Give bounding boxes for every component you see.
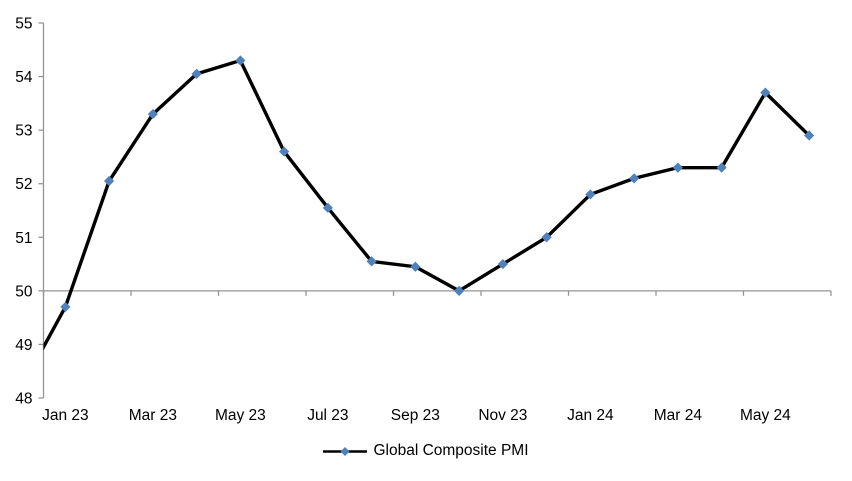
data-point-marker [147,108,158,120]
data-point-marker [454,285,465,296]
legend-line-marker-icon [323,446,368,456]
legend-label: Global Composite PMI [373,442,529,459]
legend: Global Composite PMI [0,438,852,464]
y-axis-tick-label: 51 [15,230,32,247]
y-axis-tick-label: 50 [15,283,33,300]
data-point-marker [585,189,596,200]
x-axis-tick-label: Jul 23 [307,407,348,424]
data-point-marker [366,256,377,267]
series-line [43,58,811,351]
data-point-marker [60,301,71,313]
y-axis-tick-label: 54 [15,69,33,86]
data-point-marker [629,173,640,184]
x-axis-tick-label: Mar 24 [654,407,703,424]
legend-diamond-icon [340,446,350,456]
x-axis-tick-label: Jan 23 [42,407,89,424]
data-point-marker [279,146,290,157]
x-axis-tick-label: Sep 23 [391,407,440,424]
data-point-marker [716,162,727,173]
data-point-marker [191,68,202,79]
data-point-marker [104,175,115,187]
data-point-marker [804,130,815,141]
x-axis-tick-label: May 23 [215,407,266,424]
x-axis-tick-label: May 24 [740,407,791,424]
data-point-marker [410,261,421,272]
x-axis-tick-label: Nov 23 [478,407,527,424]
data-point-marker [672,162,683,173]
data-point-marker [497,258,508,270]
data-point-marker [760,87,771,98]
series-markers [60,55,815,313]
y-axis-tick-label: 49 [15,337,32,354]
x-axis-tick-label: Jan 24 [567,407,614,424]
data-point-marker [541,232,552,243]
line-chart-plot: 48 49 50 51 52 53 54 55 Jan 23 Mar 23 May 23 Jul 23… [15,16,832,424]
y-axis-tick-label: 52 [15,176,32,193]
y-axis-tick-label: 53 [15,123,32,140]
y-axis-tick-label: 48 [15,391,32,408]
x-axis-tick-label: Mar 23 [129,407,177,424]
data-point-marker [235,55,246,66]
y-axis-tick-label: 55 [15,16,32,33]
data-point-marker [322,202,333,213]
